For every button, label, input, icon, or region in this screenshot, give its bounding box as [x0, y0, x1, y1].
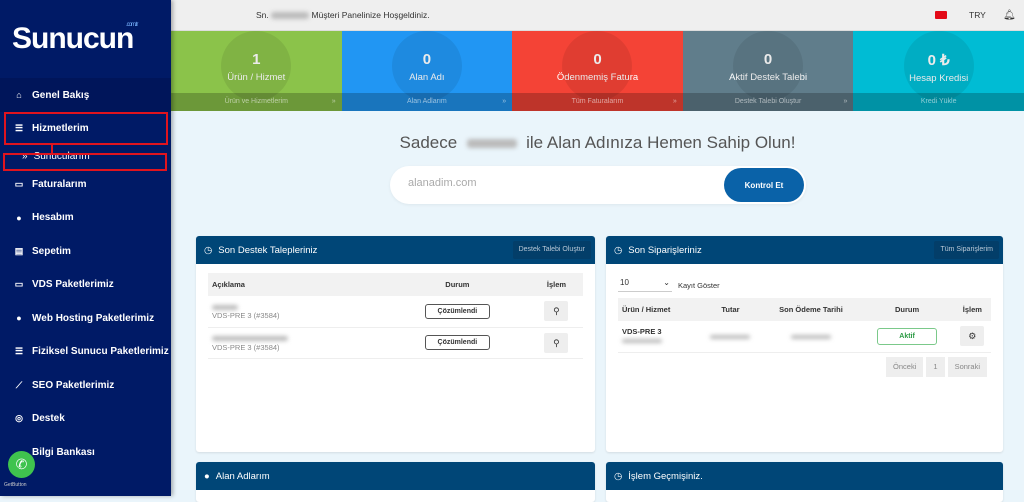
sidebar-item-vds[interactable]: ▭ VDS Paketlerimiz [14, 279, 114, 291]
create-ticket-button[interactable]: Destek Talebi Oluştur [512, 241, 591, 259]
domains-panel: ● Alan Adlarım [196, 462, 595, 502]
domain-search-input[interactable] [408, 177, 708, 189]
tile-link[interactable]: Kredi Yükle [853, 93, 1024, 111]
next-page-button[interactable]: Sonraki [947, 357, 987, 377]
tile-link[interactable]: Tüm Faturalarım» [512, 93, 683, 111]
status-badge[interactable]: Çözümlendi [424, 303, 491, 319]
chart-icon: ⟋ [15, 379, 23, 390]
stat-tiles: 1 Ürün / Hizmet Ürün ve Hizmetlerim» 0 Alan… [171, 31, 1024, 111]
tickets-table: Açıklama Durum İşlem VDS-PRE 3 (#3584) Çözü… [208, 273, 583, 359]
sidebar-item-genel-bakis[interactable]: ⌂ Genel Bakış [0, 78, 171, 112]
page-1-button[interactable]: 1 [926, 357, 945, 377]
chevron-down-icon: ⌄ [663, 278, 670, 287]
domain-promo-title: Sadece ile Alan Adınıza Hemen Sahip Olun… [399, 133, 796, 152]
tickets-panel: ◷ Son Destek Talepleriniz Destek Talebi Ol… [196, 236, 595, 452]
sidebar-item-web-hosting[interactable]: ● Web Hosting Paketlerimiz [0, 302, 171, 336]
clock-icon: ◷ [614, 470, 623, 482]
table-row: VDS-PRE 3 Aktif ⚙ [618, 321, 991, 353]
history-panel: ◷ İşlem Geçmişiniz. [606, 462, 1003, 502]
sidebar-item-destek[interactable]: ◎ Destek [15, 413, 65, 425]
sidebar-item-hizmetlerim[interactable]: ☰ Hizmetlerim [14, 123, 89, 135]
welcome-text: Sn. Müşteri Panelinize Hoşgeldiniz. [256, 10, 430, 20]
gear-icon[interactable]: ⚙ [960, 326, 985, 347]
sidebar: Sunucun .com.tr ⌂ Genel Bakış ☰ Hizmetlerim… [0, 0, 171, 496]
globe-icon [391, 31, 462, 101]
tile-destek[interactable]: 0 Aktif Destek Talebi Destek Talebi Oluştu… [682, 31, 854, 111]
table-row: VDS-PRE 3 (#3584) Çözümlendi ⚲ [208, 327, 583, 359]
tile-fatura[interactable]: 0 Ödenmemiş Fatura Tüm Faturalarım» [512, 31, 683, 111]
page-size-select[interactable]: 10 ⌄ [618, 278, 672, 292]
orders-panel: ◷ Son Siparişleriniz Tüm Siparişlerim 10 ⌄ … [606, 236, 1003, 452]
chevron-double-right-icon: » [22, 151, 28, 162]
search-icon[interactable]: ⚲ [544, 301, 569, 322]
tile-alan-adi[interactable]: 0 Alan Adı Alan Adlarım» [341, 31, 513, 111]
bank-icon [903, 31, 974, 101]
server-icon: ☰ [14, 346, 24, 357]
all-orders-button[interactable]: Tüm Siparişlerim [934, 241, 999, 259]
tile-urun-hizmet[interactable]: 1 Ürün / Hizmet Ürün ve Hizmetlerim» [171, 31, 342, 111]
list-icon: ☰ [14, 123, 24, 134]
globe-icon: ● [16, 313, 22, 324]
domain-search: Kontrol Et [390, 166, 806, 204]
sidebar-item-bilgi-bankasi[interactable]: Bilgi Bankası [32, 446, 95, 458]
highlight-box [4, 112, 168, 145]
table-row: VDS-PRE 3 (#3584) Çözümlendi ⚲ [208, 296, 583, 328]
sidebar-item-seo[interactable]: ⟋ SEO Paketlerimiz [15, 379, 115, 391]
home-icon: ⌂ [16, 90, 22, 100]
tile-link[interactable]: Alan Adlarım» [341, 93, 513, 111]
search-icon[interactable]: ⚲ [544, 332, 569, 353]
check-domain-button[interactable]: Kontrol Et [724, 168, 804, 202]
orders-table: Ürün / Hizmet Tutar Son Ödeme Tarihi Durum İ… [618, 298, 991, 353]
prev-page-button[interactable]: Önceki [886, 357, 924, 377]
monitor-icon: ▭ [14, 279, 24, 290]
globe-icon: ● [204, 470, 210, 482]
clock-icon: ◷ [204, 244, 213, 256]
user-icon: ● [16, 212, 22, 223]
sidebar-item-hesabim[interactable]: ● Hesabım [0, 201, 171, 235]
bell-icon[interactable]: 🔔︎ [1003, 9, 1016, 21]
tile-kredi[interactable]: 0 ₺ Hesap Kredisi Kredi Yükle [853, 31, 1024, 111]
tile-link[interactable]: Ürün ve Hizmetlerim» [171, 93, 342, 111]
logo[interactable]: Sunucun .com.tr [0, 0, 171, 78]
sidebar-item-sepetim[interactable]: ▤ Sepetim [14, 245, 71, 257]
sidebar-item-fiziksel-sunucu[interactable]: ☰ Fiziksel Sunucu Paketlerimiz [14, 346, 169, 358]
lifebuoy-icon: ◎ [15, 413, 23, 424]
sidebar-subitem-sunucularim[interactable]: » Sunucularım [22, 151, 90, 162]
status-badge[interactable]: Çözümlendi [424, 335, 491, 350]
highlight-arrow [51, 145, 53, 153]
highlight-box [3, 153, 167, 171]
status-badge[interactable]: Aktif [877, 327, 938, 345]
clock-icon: ◷ [614, 244, 623, 256]
turkey-flag-icon[interactable] [935, 11, 947, 19]
credit-card-icon: ▭ [14, 178, 24, 189]
currency-selector[interactable]: TRY [969, 10, 986, 20]
tile-link[interactable]: Destek Talebi Oluştur» [682, 93, 854, 111]
pagination: Önceki 1 Sonraki [886, 357, 987, 377]
document-icon [562, 31, 633, 101]
lifebuoy-icon [733, 31, 804, 101]
whatsapp-icon[interactable]: ✆ [8, 451, 35, 478]
rocket-icon [221, 31, 292, 101]
getbutton-label: GetButton [4, 482, 27, 488]
sidebar-item-faturalarim[interactable]: ▭ Faturalarım [14, 178, 87, 190]
topbar: Sn. Müşteri Panelinize Hoşgeldiniz. TRY … [171, 0, 1024, 31]
basket-icon: ▤ [14, 245, 24, 256]
